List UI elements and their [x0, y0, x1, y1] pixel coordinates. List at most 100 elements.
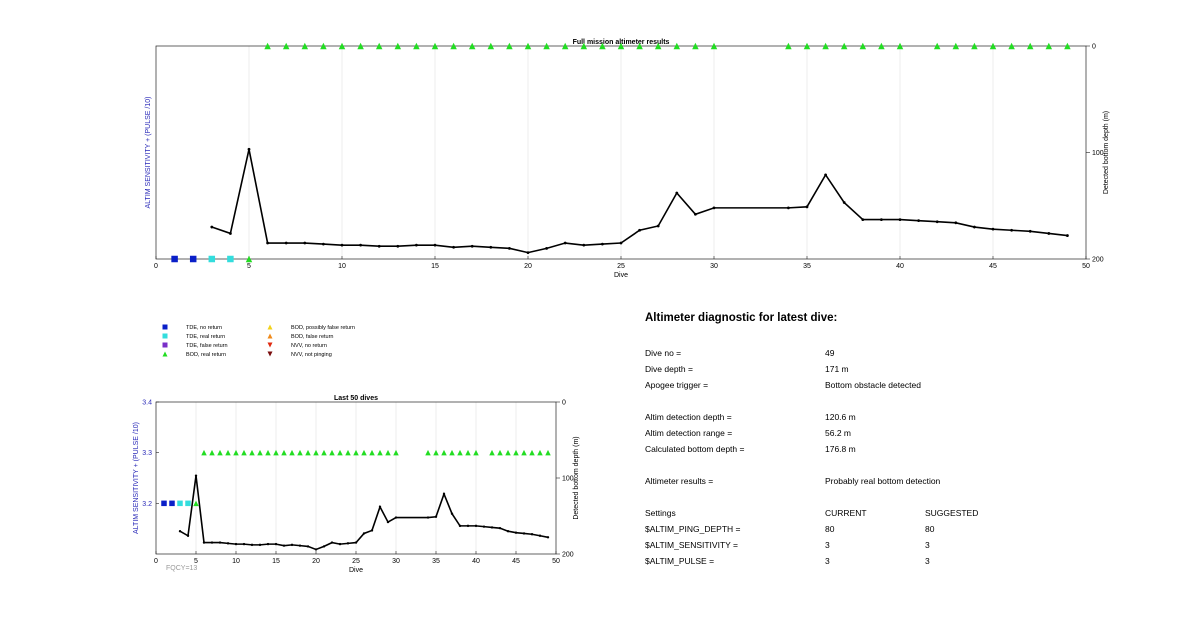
depth-point — [490, 526, 494, 529]
depth-point — [229, 232, 232, 235]
altimeter-marker — [896, 42, 904, 50]
altimeter-marker — [468, 42, 476, 50]
altimeter-marker — [441, 449, 447, 456]
altimeter-marker — [320, 42, 327, 50]
y2-axis-label: Detected bottom depth (m) — [573, 436, 580, 519]
x-tick-label: 35 — [432, 558, 440, 565]
depth-point — [526, 251, 530, 255]
altimeter-marker — [201, 449, 207, 456]
depth-point — [824, 173, 827, 177]
depth-point — [330, 541, 334, 544]
altimeter-marker — [345, 449, 351, 456]
altimeter-marker — [361, 449, 367, 456]
altimeter-marker — [265, 449, 271, 456]
altimeter-marker — [394, 42, 402, 50]
altimeter-marker — [822, 42, 829, 50]
diagnostic-value: 176.8 m — [825, 444, 856, 454]
x-tick-label: 45 — [512, 558, 520, 565]
altimeter-marker — [487, 42, 495, 50]
y-tick-label: 3.2 — [142, 501, 152, 508]
altimeter-marker — [353, 449, 359, 456]
altimeter-marker — [193, 500, 199, 507]
diagnostic-value: 56.2 m — [825, 428, 851, 438]
depth-series-line — [179, 475, 549, 551]
x-tick-label: 40 — [896, 263, 904, 270]
x-tick-label: 15 — [272, 558, 280, 565]
altimeter-marker — [257, 449, 263, 456]
depth-point — [266, 241, 269, 245]
depth-point — [306, 545, 310, 548]
altimeter-marker — [878, 42, 885, 50]
diagnostic-value: 49 — [825, 348, 835, 358]
depth-point — [210, 541, 214, 544]
altimeter-marker — [369, 449, 375, 456]
settings-current: 3 — [825, 556, 830, 566]
depth-point — [546, 536, 550, 539]
legend-label: NVV, not pinging — [291, 352, 332, 358]
altimeter-marker — [580, 42, 588, 50]
altimeter-marker — [375, 42, 383, 50]
altimeter-marker — [506, 42, 513, 50]
fqcy-annotation: FQCY=13 — [166, 565, 197, 572]
depth-point — [250, 543, 254, 547]
altimeter-marker — [431, 42, 439, 50]
depth-point — [298, 544, 302, 547]
diagnostic-label: Dive depth = — [645, 364, 693, 374]
altimeter-marker — [297, 449, 303, 456]
depth-point — [452, 245, 455, 249]
altimeter-marker — [449, 449, 455, 456]
full-mission-chart: 0 5 10 15 20 25 30 35 40 45 50 0 100 200 Full mission … — [145, 39, 1110, 279]
settings-label: $ALTIM_SENSITIVITY = — [645, 540, 738, 550]
depth-series-line — [211, 149, 1068, 254]
legend-marker — [162, 351, 168, 357]
altimeter-marker — [289, 449, 295, 456]
settings-label: $ALTIM_PULSE = — [645, 556, 715, 566]
chart-legend: TDE, no return TDE, real return TDE, false… — [162, 324, 355, 358]
depth-point — [522, 532, 526, 535]
altimeter-marker — [227, 255, 234, 263]
depth-point — [991, 227, 995, 231]
depth-point — [656, 224, 660, 228]
altimeter-marker — [209, 449, 215, 456]
legend-marker — [162, 342, 168, 348]
depth-point — [675, 191, 679, 195]
altimeter-marker — [971, 42, 978, 50]
altimeter-marker — [1064, 42, 1071, 50]
depth-point — [973, 225, 976, 229]
diagnostic-title: Altimeter diagnostic for latest dive: — [645, 312, 838, 324]
depth-point — [359, 243, 362, 247]
depth-point — [415, 243, 418, 247]
settings-header-suggested: SUGGESTED — [925, 508, 979, 518]
y2-tick-label: 100 — [562, 476, 574, 483]
altimeter-marker — [561, 42, 569, 50]
settings-header-current: CURRENT — [825, 508, 867, 518]
altimeter-marker — [177, 500, 183, 507]
diagnostic-label: Calculated bottom depth = — [645, 444, 745, 454]
depth-point — [563, 241, 567, 245]
depth-point — [712, 206, 716, 210]
depth-point — [210, 225, 214, 229]
depth-point — [1047, 232, 1051, 235]
depth-point — [458, 524, 462, 528]
depth-point — [284, 241, 288, 245]
depth-point — [370, 529, 374, 532]
depth-point — [1010, 228, 1013, 232]
x-tick-label: 20 — [524, 263, 532, 270]
diagnostic-value: 120.6 m — [825, 412, 856, 422]
depth-point — [346, 542, 350, 545]
diagnostic-label: Altimeter results = — [645, 476, 714, 486]
x-tick-label: 5 — [194, 558, 198, 565]
legend-label: TDE, false return — [186, 343, 228, 349]
x-tick-label: 35 — [803, 263, 811, 270]
altimeter-marker — [425, 449, 431, 456]
depth-point — [861, 218, 865, 221]
altimeter-marker — [282, 42, 290, 50]
altimeter-marker — [301, 42, 309, 50]
altimeter-marker — [457, 449, 463, 456]
altimeter-marker — [233, 449, 239, 456]
y2-tick-label: 0 — [562, 400, 566, 407]
y2-tick-label: 200 — [1092, 257, 1104, 264]
x-tick-label: 25 — [617, 263, 625, 270]
depth-point — [426, 516, 430, 519]
legend-marker — [162, 324, 168, 330]
